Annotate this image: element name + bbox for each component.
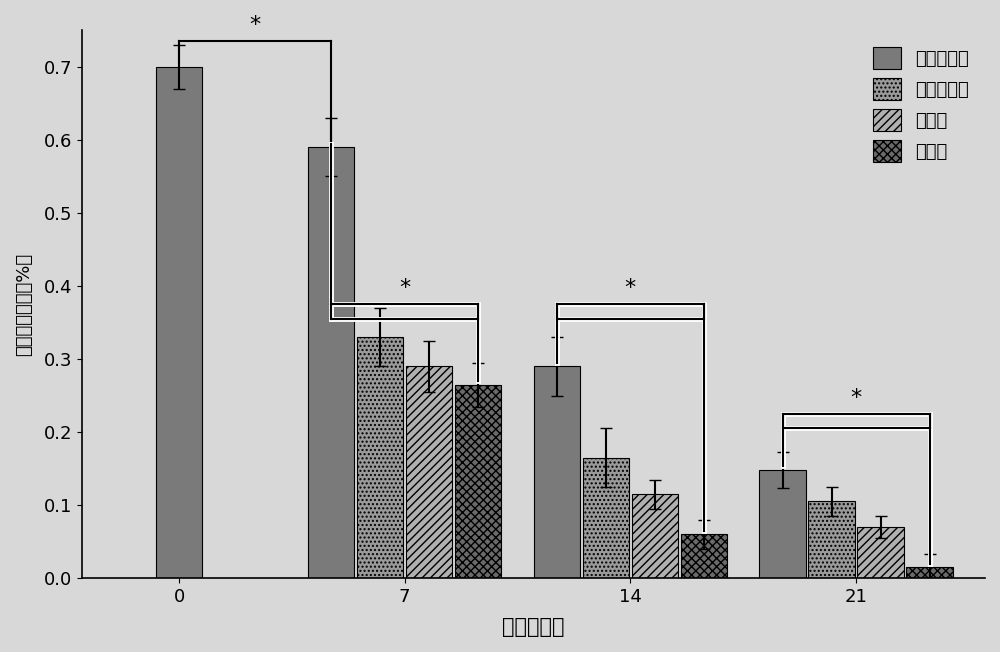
- Bar: [759, 470, 806, 578]
- Bar: [857, 527, 904, 578]
- Text: *: *: [399, 278, 410, 299]
- Text: *: *: [625, 278, 636, 299]
- Bar: [156, 67, 202, 578]
- Bar: [308, 147, 354, 578]
- Bar: [808, 501, 855, 578]
- Bar: [534, 366, 580, 578]
- Bar: [406, 366, 452, 578]
- Bar: [681, 535, 727, 578]
- Bar: [455, 385, 501, 578]
- Y-axis label: 伤口面积比率（%）: 伤口面积比率（%）: [15, 253, 33, 356]
- Text: *: *: [850, 388, 862, 408]
- X-axis label: 时间（天）: 时间（天）: [502, 617, 565, 637]
- Bar: [632, 494, 678, 578]
- Text: *: *: [250, 16, 261, 35]
- Legend: 空白对照组, 单独支架组, 对照组, 实验组: 空白对照组, 单独支架组, 对照组, 实验组: [866, 39, 976, 169]
- Bar: [357, 337, 403, 578]
- Bar: [906, 567, 953, 578]
- Bar: [583, 458, 629, 578]
